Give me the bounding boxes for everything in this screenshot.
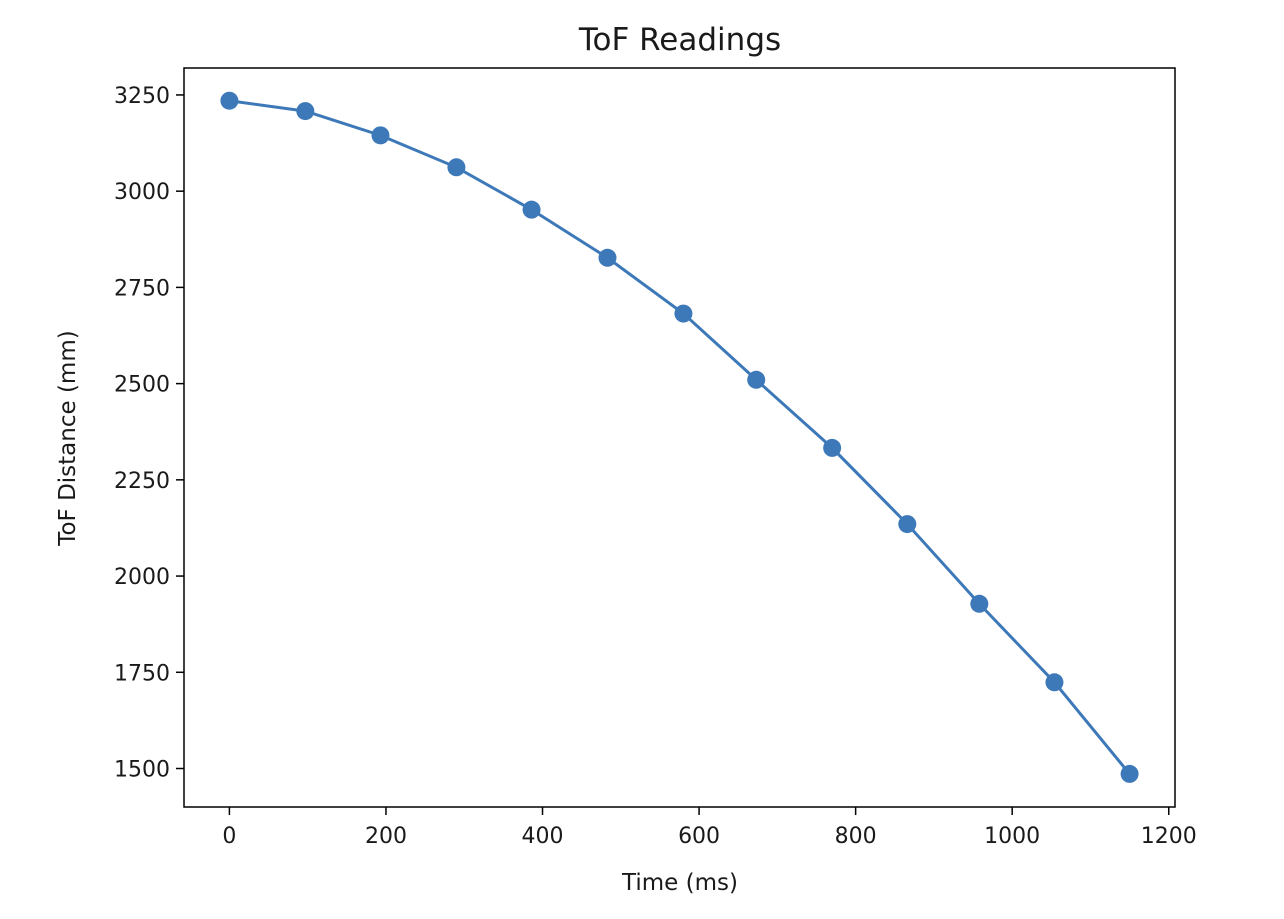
data-point <box>1120 764 1139 783</box>
series-line <box>229 99 1131 775</box>
data-point <box>823 438 842 457</box>
data-point <box>220 91 239 110</box>
data-point <box>898 515 917 534</box>
x-tick-label: 400 <box>522 824 564 849</box>
y-tick-label: 3000 <box>114 180 170 205</box>
x-tick-label: 600 <box>678 824 720 849</box>
chart-title: ToF Readings <box>578 22 781 58</box>
x-tick-label: 1200 <box>1141 824 1197 849</box>
x-axis-label: Time (ms) <box>621 870 738 896</box>
axes-frame <box>183 67 1176 808</box>
data-point <box>522 200 541 219</box>
data-point <box>598 248 617 267</box>
y-axis-label: ToF Distance (mm) <box>55 330 81 546</box>
plot-area <box>220 91 1139 783</box>
x-tick-label: 800 <box>835 824 877 849</box>
x-tick-label: 1000 <box>984 824 1040 849</box>
data-point <box>674 304 693 323</box>
data-point <box>447 158 466 177</box>
data-point <box>296 102 315 121</box>
y-tick-label: 2250 <box>114 469 170 494</box>
y-axis: 1500 1750 2000 2250 2500 2750 3000 3250 <box>114 84 184 783</box>
y-tick-label: 3250 <box>114 84 170 109</box>
y-tick-label: 2750 <box>114 276 170 301</box>
y-tick-label: 2000 <box>114 565 170 590</box>
data-point <box>747 370 766 389</box>
x-axis: 0 200 400 600 800 1000 1200 <box>222 807 1197 849</box>
y-tick-label: 1500 <box>114 758 170 783</box>
data-point <box>371 126 390 145</box>
x-tick-label: 200 <box>365 824 407 849</box>
data-point <box>970 594 989 613</box>
x-tick-label: 0 <box>222 824 236 849</box>
y-tick-label: 2500 <box>114 373 170 398</box>
data-point <box>1045 673 1064 692</box>
y-tick-label: 1750 <box>114 661 170 686</box>
